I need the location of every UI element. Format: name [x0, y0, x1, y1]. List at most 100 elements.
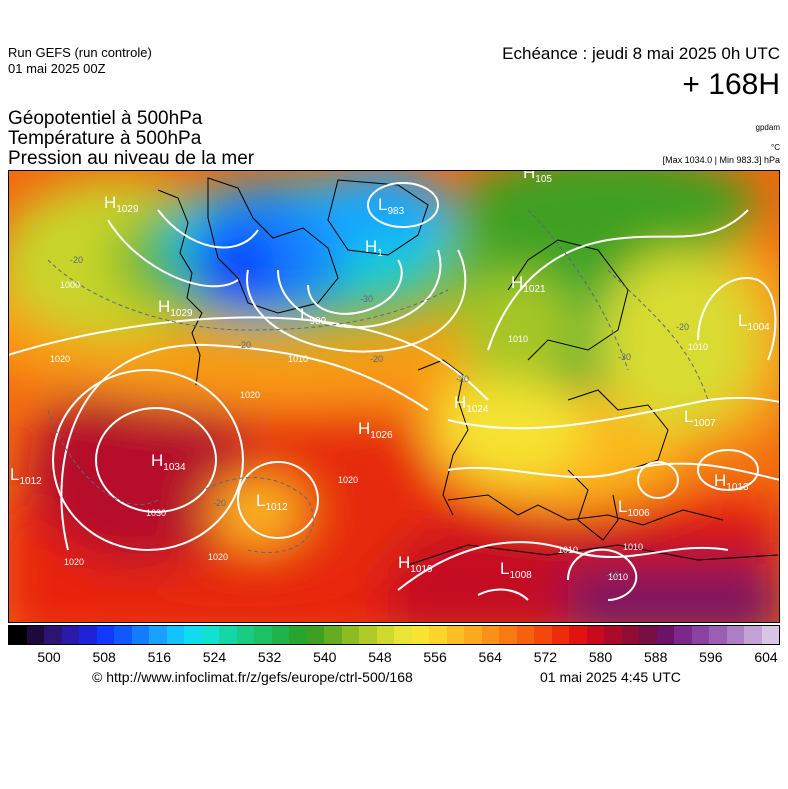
temperature-label: -20 — [238, 340, 251, 350]
colorbar-tick-label: 540 — [313, 649, 337, 665]
temperature-label: -20 — [70, 255, 83, 265]
colorbar-swatch — [236, 626, 254, 644]
pressure-center-high: H1021 — [511, 273, 546, 295]
temperature-isotherms — [47, 209, 709, 554]
colorbar-tick-label: 508 — [92, 649, 116, 665]
colorbar-tick-label: 580 — [588, 649, 613, 665]
pressure-center-low: L1006 — [618, 497, 650, 519]
colorbar-swatch — [394, 626, 412, 644]
pressure-center-low: L1004 — [738, 311, 770, 333]
colorbar-tick-label: 548 — [368, 649, 392, 665]
colorbar-swatch — [429, 626, 447, 644]
colorbar-tick-label: 572 — [533, 649, 558, 665]
generated-time: 01 mai 2025 4:45 UTC — [540, 669, 681, 685]
colorbar-swatch — [761, 626, 779, 644]
max-min-pressure: [Max 1034.0 | Min 983.3] hPa — [662, 155, 780, 165]
run-title: Run GEFS (run controle) — [8, 45, 152, 60]
isobar-label: 1010 — [558, 545, 578, 555]
pressure-centers: H1029 H1029 L983 H1 L989 H1021 L1004 H10… — [10, 170, 770, 581]
colorbar-swatch — [744, 626, 762, 644]
colorbar-swatch — [201, 626, 219, 644]
colorbar-swatch — [656, 626, 674, 644]
colorbar-swatch — [516, 626, 534, 644]
colorbar-swatch — [411, 626, 429, 644]
colorbar-tick-label: 524 — [202, 649, 227, 665]
colorbar-swatch — [44, 626, 62, 644]
valid-time: Echéance : jeudi 8 mai 2025 0h UTC — [502, 44, 780, 63]
colorbar-swatch — [639, 626, 657, 644]
pressure-center-high: H1024 — [454, 393, 489, 415]
colorbar-swatch — [359, 626, 377, 644]
colorbar-tick-label: 596 — [699, 649, 723, 665]
temperature-label: -30 — [360, 294, 373, 304]
field-temperature: Température à 500hPa — [8, 128, 202, 149]
temperature-labels: -20 -20 -30 -20 -20 -20 -20 -30 -10 — [70, 255, 689, 580]
colorbar-swatch — [166, 626, 184, 644]
colorbar-swatch — [184, 626, 202, 644]
isobars — [8, 182, 780, 601]
colorbar-swatch — [79, 626, 97, 644]
isobar-label: 1020 — [338, 475, 358, 485]
colorbar-tick-label: 588 — [644, 649, 668, 665]
pressure-center-high: H1029 — [104, 193, 139, 215]
temperature-label: -20 — [213, 498, 226, 508]
unit-gpdam: gpdam — [755, 123, 780, 132]
pressure-center-low: L983 — [378, 195, 405, 217]
isobar-label: 1020 — [64, 557, 84, 567]
isobar-label: 1010 — [508, 334, 528, 344]
colorbar-swatch — [26, 626, 44, 644]
colorbar-tick-label: 532 — [257, 649, 282, 665]
colorbar-swatch — [289, 626, 307, 644]
temperature-label: -30 — [618, 352, 631, 362]
weather-map: 1000 1010 1020 1020 1020 1030 1020 1020 … — [8, 170, 780, 623]
colorbar-tick-label: 556 — [423, 649, 447, 665]
colorbar-swatch — [131, 626, 149, 644]
colorbar-swatch — [621, 626, 639, 644]
colorbar-swatch — [114, 626, 132, 644]
colorbar-swatch — [324, 626, 342, 644]
isobar-label: 1020 — [208, 552, 228, 562]
colorbar-swatch — [481, 626, 499, 644]
isobar-label: 1010 — [608, 572, 628, 582]
colorbar-swatch — [149, 626, 167, 644]
colorbar-tick-label: 564 — [478, 649, 502, 665]
colorbar-swatch — [499, 626, 517, 644]
colorbar-swatch — [96, 626, 114, 644]
isobar-label: 1030 — [146, 508, 166, 518]
pressure-center-high: H1013 — [714, 471, 749, 493]
pressure-center-high: H1034 — [151, 451, 186, 473]
colorbar-swatch — [534, 626, 552, 644]
pressure-center-high: H1019 — [398, 553, 433, 575]
lead-time: + 168H — [682, 68, 780, 101]
geopotential-shading: 1000 1010 1020 1020 1020 1030 1020 1020 … — [8, 170, 780, 623]
pressure-center-high: H1029 — [158, 297, 193, 319]
isobar-label: 1010 — [623, 542, 643, 552]
colorbar-tick-label: 500 — [37, 649, 61, 665]
colorbar-tick-label: 516 — [147, 649, 171, 665]
colorbar-swatch — [604, 626, 622, 644]
field-geopotential: Géopotentiel à 500hPa — [8, 108, 203, 129]
colorbar-swatch — [726, 626, 744, 644]
colorbar-swatch — [376, 626, 394, 644]
temperature-label: -20 — [456, 374, 469, 384]
colorbar-swatch — [219, 626, 237, 644]
isobar-label: 1010 — [288, 354, 308, 364]
credit-url: © http://www.infoclimat.fr/z/gefs/europe… — [92, 669, 413, 685]
colorbar-swatch — [341, 626, 359, 644]
isobar-label: 1010 — [688, 342, 708, 352]
colorbar-swatch — [254, 626, 272, 644]
temperature-label: -20 — [676, 322, 689, 332]
temperature-label: -10 — [606, 570, 619, 580]
pressure-center-low: L1012 — [256, 491, 288, 513]
pressure-center-low: L989 — [300, 305, 327, 327]
pressure-center-high: H1026 — [358, 419, 393, 441]
colorbar-swatch — [9, 626, 27, 644]
isobar-label: 1000 — [60, 280, 80, 290]
run-date: 01 mai 2025 00Z — [8, 61, 106, 76]
colorbar-swatch — [551, 626, 569, 644]
colorbar-swatch — [586, 626, 604, 644]
pressure-center-high: H105 — [523, 170, 552, 185]
colorbar-swatch — [709, 626, 727, 644]
temperature-label: -20 — [370, 354, 383, 364]
colorbar-swatch — [271, 626, 289, 644]
